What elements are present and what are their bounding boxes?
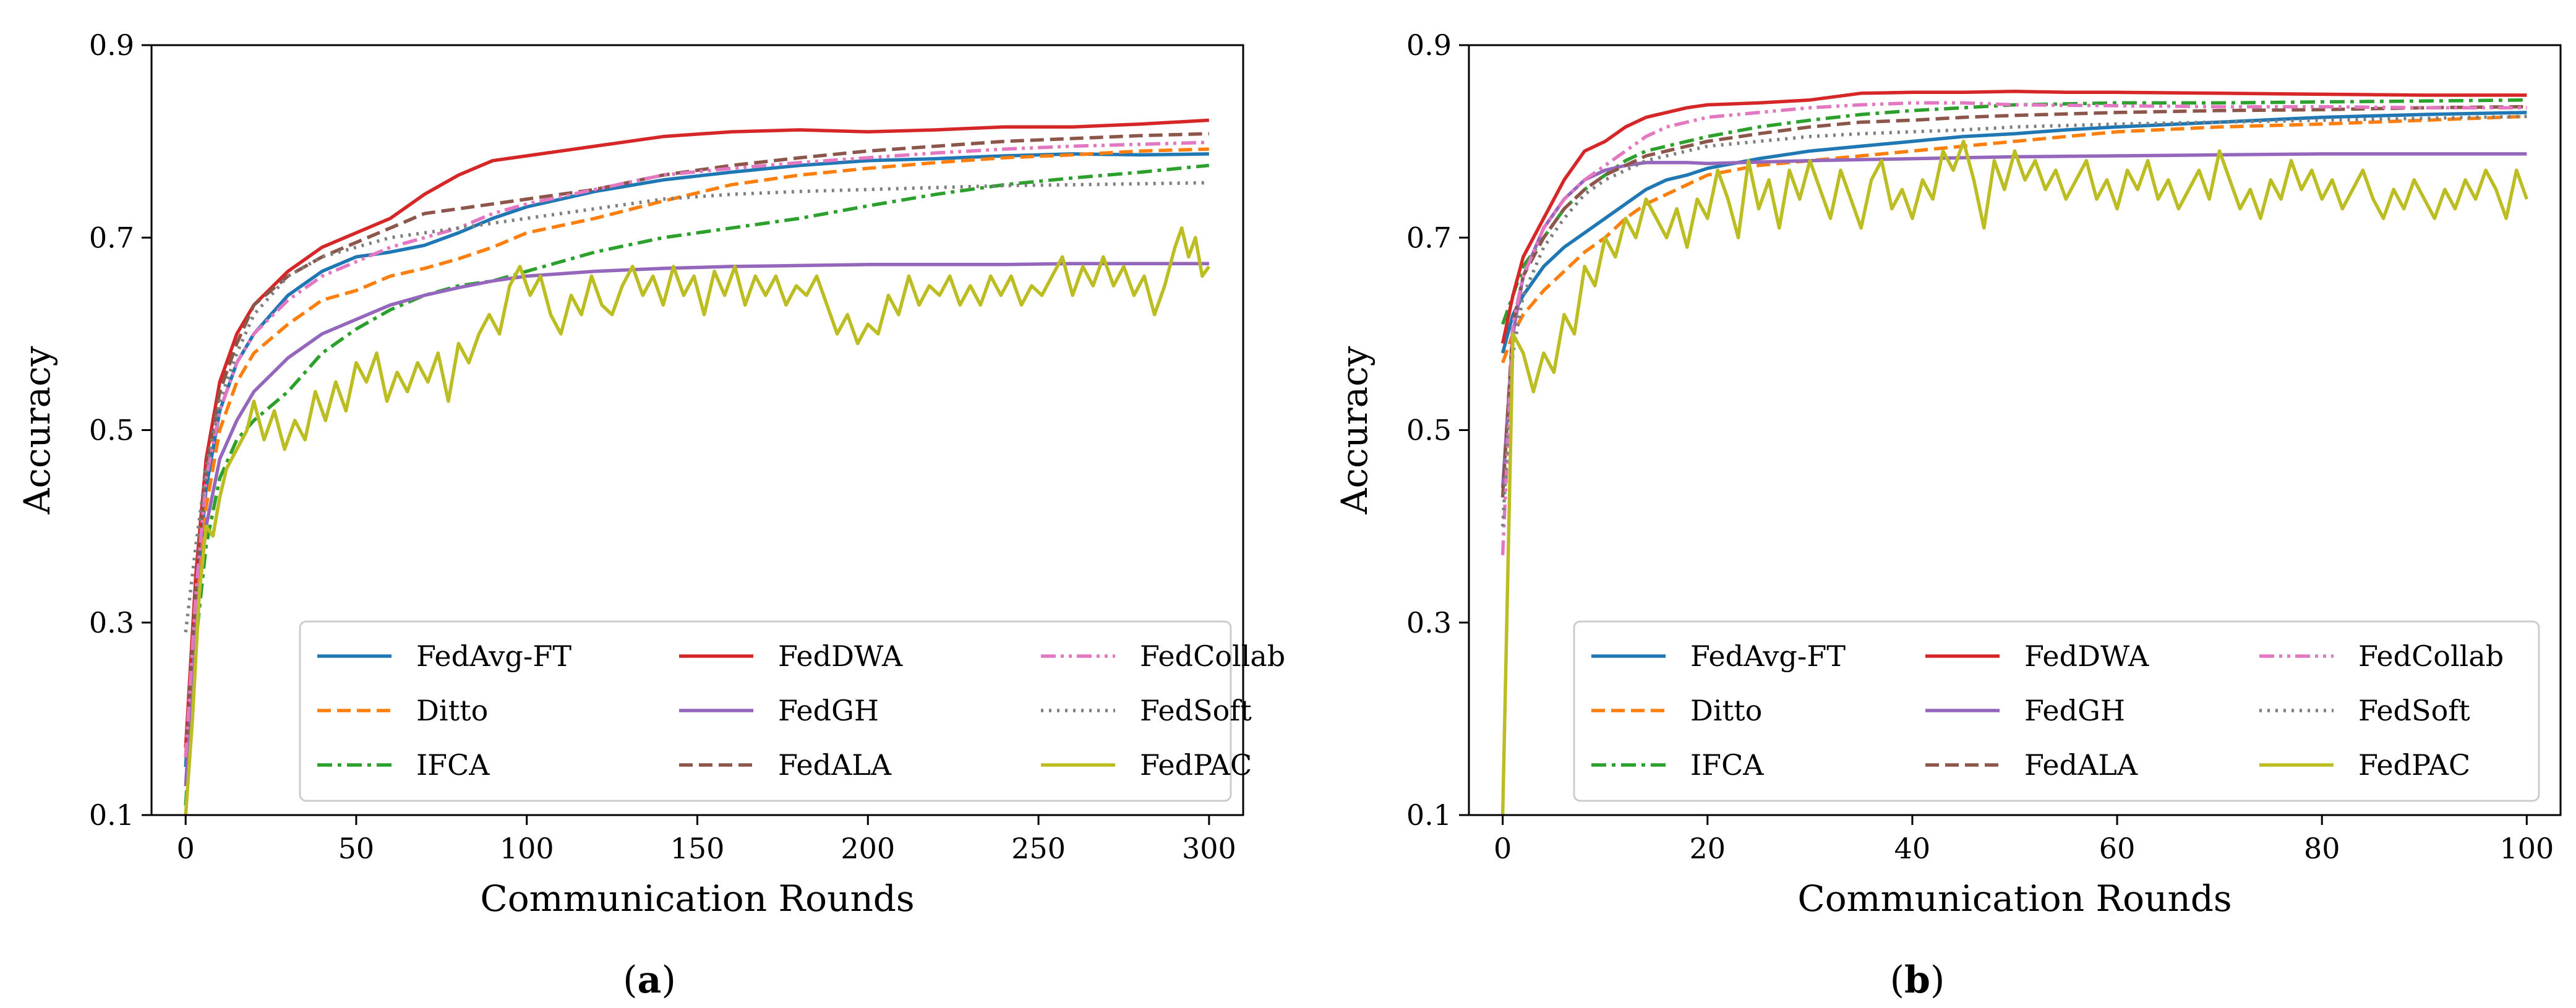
x-tick-label: 300 xyxy=(1182,832,1236,865)
y-tick-label: 0.1 xyxy=(1406,798,1452,832)
y-axis-label: Accuracy xyxy=(1333,346,1376,515)
x-axis-label: Communication Rounds xyxy=(480,878,914,920)
legend-label: FedGH xyxy=(2024,694,2125,727)
y-tick-label: 0.9 xyxy=(1406,28,1452,62)
series-line-fedavg-ft xyxy=(184,152,1209,767)
series-line-fedsoft xyxy=(1500,114,2527,527)
series-line-fedgh xyxy=(184,262,1209,787)
chart-panel-b: 0 20 40 60 80 100 0.1 0.3 0.5 0.7 0.9 Communication… xyxy=(1333,28,2562,1002)
legend-label: FedALA xyxy=(2024,748,2138,782)
x-tick-label: 20 xyxy=(1690,832,1726,865)
x-tick-label: 100 xyxy=(2499,832,2554,865)
y-tick-label: 0.7 xyxy=(89,221,134,254)
series-line-feddwa xyxy=(184,118,1209,748)
legend: FedAvg-FT Ditto IFCA FedDWA FedGH FedALA FedCo… xyxy=(1573,620,2540,802)
legend-label: FedPAC xyxy=(1140,748,1252,782)
legend-label: FedAvg-FT xyxy=(1690,639,1846,673)
series-line-fedgh xyxy=(1500,152,2527,489)
y-tick-label: 0.9 xyxy=(89,28,134,62)
x-tick-label: 0 xyxy=(1494,832,1512,865)
legend-label: FedCollab xyxy=(2358,639,2504,673)
x-tick-label: 0 xyxy=(177,832,195,865)
series-line-ditto xyxy=(1501,114,2527,364)
y-tick-label: 0.5 xyxy=(89,414,134,447)
legend-label: IFCA xyxy=(1690,748,1764,782)
legend-label: FedSoft xyxy=(2358,694,2470,727)
x-tick-label: 40 xyxy=(1894,832,1931,865)
x-tick-label: 150 xyxy=(670,832,725,865)
legend-label: FedPAC xyxy=(2358,748,2470,782)
legend-label: FedDWA xyxy=(2024,639,2149,673)
series-line-fedala xyxy=(1500,105,2527,498)
series-line-ditto xyxy=(184,147,1209,748)
y-tick-label: 0.3 xyxy=(89,606,134,639)
legend-label: FedAvg-FT xyxy=(416,639,571,673)
x-axis-label: Communication Rounds xyxy=(1797,878,2232,920)
chart-panel-a: 0 50 100 150 200 250 300 0.1 0.3 0.5 0.7 0.9 Communi… xyxy=(16,28,1285,1002)
series-line-fedcollab xyxy=(1500,101,2527,555)
legend-box xyxy=(299,620,1232,802)
y-tick-label: 0.1 xyxy=(89,798,134,832)
legend-label: Ditto xyxy=(1690,694,1762,727)
series-group xyxy=(1500,89,2528,815)
panel-label: (b) xyxy=(1890,959,1945,1002)
series-line-feddwa xyxy=(1500,89,2527,344)
legend-label: FedSoft xyxy=(1140,694,1252,727)
legend-label: FedGH xyxy=(778,694,879,727)
panel-label: (a) xyxy=(623,959,676,1002)
x-tick-label: 200 xyxy=(841,832,895,865)
legend-box xyxy=(1573,620,2540,802)
series-line-fedpac xyxy=(184,226,1211,815)
y-tick-label: 0.3 xyxy=(1406,606,1452,639)
x-tick-label: 50 xyxy=(338,832,375,865)
series-line-fedpac xyxy=(1500,139,2528,815)
legend: FedAvg-FT Ditto IFCA FedDWA FedGH FedALA FedCo… xyxy=(299,620,1285,802)
y-axis-label: Accuracy xyxy=(16,346,58,515)
legend-label: FedALA xyxy=(778,748,892,782)
y-tick-label: 0.5 xyxy=(1406,414,1452,447)
legend-label: FedCollab xyxy=(1140,639,1285,673)
x-tick-label: 100 xyxy=(500,832,554,865)
series-group xyxy=(184,118,1211,815)
x-tick-label: 80 xyxy=(2304,832,2340,865)
y-tick-label: 0.7 xyxy=(1406,221,1452,254)
legend-label: FedDWA xyxy=(778,639,903,673)
legend-label: Ditto xyxy=(416,694,488,727)
series-line-fedcollab xyxy=(184,140,1209,758)
x-tick-label: 250 xyxy=(1011,832,1066,865)
legend-label: IFCA xyxy=(416,748,490,782)
x-tick-label: 60 xyxy=(2099,832,2136,865)
